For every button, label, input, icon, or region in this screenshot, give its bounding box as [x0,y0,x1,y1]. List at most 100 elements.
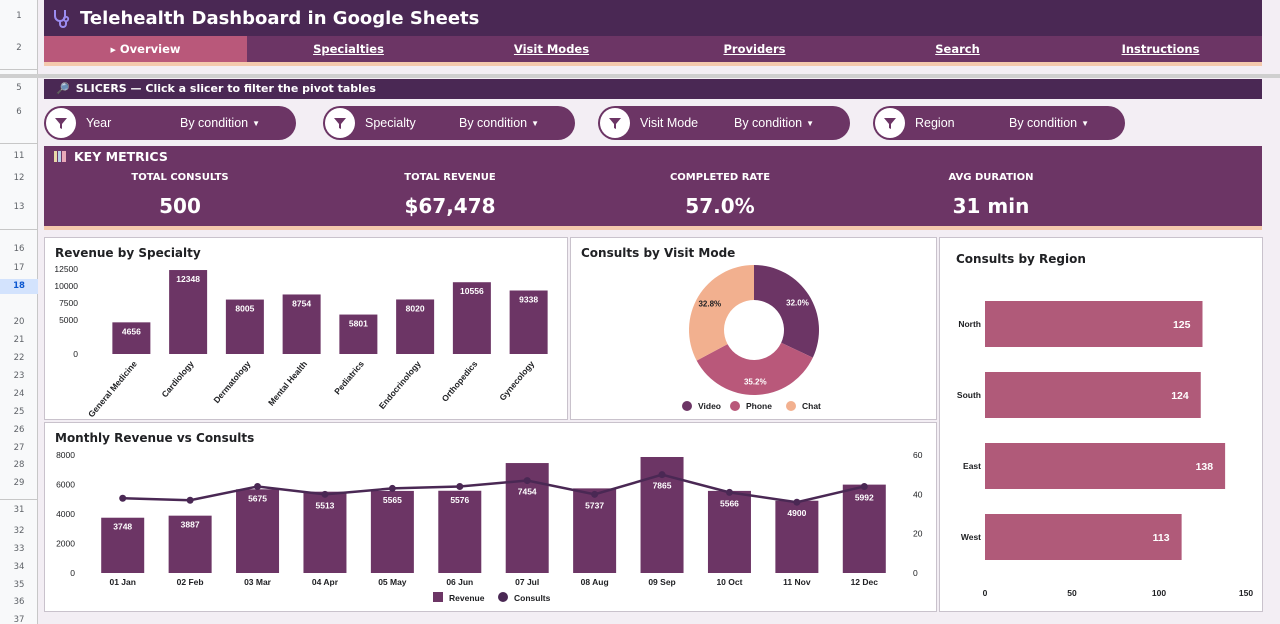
row-number[interactable]: 32 [13,526,25,536]
bar [452,282,491,354]
row-number[interactable]: 26 [13,425,25,435]
x-tick-label: 05 May [378,577,407,587]
row-number[interactable]: 34 [13,562,25,572]
divider-strip [44,226,1262,230]
row-number[interactable]: 16 [13,244,25,254]
data-label: 4656 [122,326,141,336]
row-number[interactable]: 5 [16,83,22,93]
y-tick-label-right: 0 [913,568,918,578]
y-tick-label-left: 6000 [56,480,75,490]
dashboard-title: Telehealth Dashboard in Google Sheets [80,7,480,29]
slicer-label: Year [86,116,112,130]
row-number[interactable]: 20 [13,317,25,327]
slice-label: 35.2% [744,377,767,386]
slicer-specialty[interactable]: Specialty By condition ▼ [323,106,575,140]
kpi-total-consults: TOTAL CONSULTS 500 [44,172,316,218]
data-label: 3887 [181,520,200,530]
series-point [793,498,801,506]
data-label: 124 [1171,390,1189,402]
x-tick-label: 11 Nov [783,577,811,587]
revenue-by-specialty-chart[interactable]: Revenue by Specialty 12500 10000 7500 5000 0… [44,237,568,420]
row-number[interactable]: 28 [13,460,25,470]
bar [985,301,1203,347]
series-point [456,482,464,490]
play-triangle-icon: ▶ [110,46,116,54]
x-tick-label: Dermatology [211,359,252,405]
data-label: 7454 [518,487,537,497]
filter-icon [875,108,905,138]
tab-providers[interactable]: Providers [723,42,786,56]
legend-marker [433,592,443,602]
bar [303,491,347,573]
row-number[interactable]: 18 [0,279,38,294]
data-label: 10556 [460,286,484,296]
x-tick-label: 150 [1239,588,1253,598]
slicer-condition: By condition [459,116,528,130]
bar [985,372,1201,418]
series-point [725,488,733,496]
consults-by-visit-mode-chart[interactable]: Consults by Visit Mode 32.0% 35.2% 32.8% Vi… [570,237,937,420]
title-bar: Telehealth Dashboard in Google Sheets [44,0,1262,36]
tab-visit-modes[interactable]: Visit Modes [513,42,590,56]
row-number[interactable]: 13 [13,202,25,212]
data-label: 3748 [113,522,132,532]
data-label: 5801 [349,319,368,329]
row-number[interactable]: 11 [13,151,25,161]
row-number[interactable]: 24 [13,389,25,399]
row-number[interactable]: 22 [13,353,25,363]
x-tick-label: Endocrinology [377,359,423,411]
row-number[interactable]: 23 [13,371,25,381]
key-metrics-header: KEY METRICS [54,149,168,164]
y-tick-label: East [963,461,981,471]
row-number[interactable]: 2 [16,43,22,53]
row-number[interactable]: 21 [13,335,25,345]
data-label: 125 [1173,319,1191,331]
y-tick-label: West [961,532,981,542]
monthly-revenue-vs-consults-chart[interactable]: Monthly Revenue vs Consults 8000 6000 4000… [44,422,937,612]
data-label: 5992 [855,492,874,502]
x-tick-label: 06 Jun [446,577,473,587]
slicer-visit-mode[interactable]: Visit Mode By condition ▼ [598,106,850,140]
y-tick-label-right: 40 [913,489,923,499]
row-number[interactable]: 27 [13,443,25,453]
slicer-region[interactable]: Region By condition ▼ [873,106,1125,140]
tab-specialties[interactable]: Specialties [313,42,384,56]
row-number[interactable]: 37 [13,615,25,624]
data-label: 113 [1153,532,1170,544]
bar [112,322,151,354]
row-number[interactable]: 6 [16,107,22,117]
nav-bar: ▶ Overview Specialties Visit Modes Provid… [44,36,1262,62]
row-number[interactable]: 25 [13,407,25,417]
x-tick-label: 09 Sep [648,577,675,587]
chart-title: Monthly Revenue vs Consults [55,431,255,445]
tab-search[interactable]: Search [935,42,980,56]
tab-instructions[interactable]: Instructions [1121,42,1200,56]
data-label: 8020 [406,303,425,313]
divider-strip [44,62,1262,66]
y-tick-label: 0 [73,349,78,359]
filter-icon [46,108,76,138]
legend-label: Consults [514,593,551,603]
row-number[interactable]: 35 [13,580,25,590]
row-number[interactable]: 33 [13,544,25,554]
data-label: 4900 [787,508,806,518]
kpi-label: COMPLETED RATE [669,172,771,183]
revenue-chart-svg: 12500 10000 7500 5000 0 4656 General Medicine 1… [54,264,548,419]
bar [101,517,145,573]
row-number[interactable]: 12 [13,173,25,183]
kpi-value: 31 min [952,194,1030,218]
row-number[interactable]: 1 [16,11,22,21]
row-number[interactable]: 29 [13,478,25,488]
magnifier-icon: 🔎 [56,82,70,95]
bar [370,490,414,573]
frozen-rows-divider[interactable] [0,74,1280,78]
data-label: 5576 [450,495,469,505]
row-number[interactable]: 17 [13,263,25,273]
row-number[interactable]: 31 [13,505,25,515]
row-number[interactable]: 36 [13,597,25,607]
tab-overview[interactable]: ▶ Overview [44,36,247,62]
consults-by-region-chart[interactable]: Consults by Region 125 North 124 South 138 Ea… [939,237,1263,612]
slicer-year[interactable]: Year By condition ▼ [44,106,296,140]
kpi-completed-rate: COMPLETED RATE 57.0% [584,172,856,218]
x-tick-label: 04 Apr [312,577,339,587]
